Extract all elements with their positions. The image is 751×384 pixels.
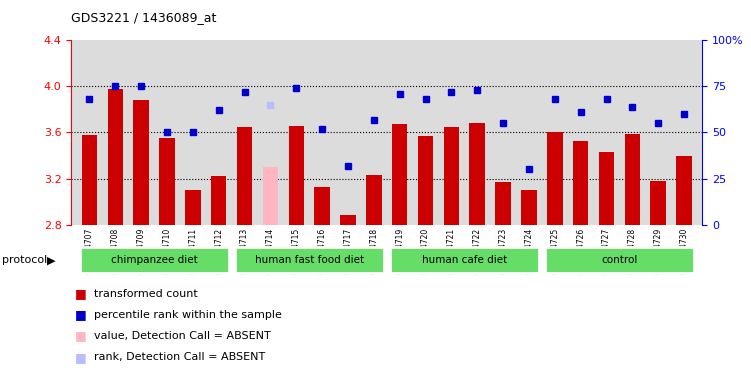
Bar: [547, 132, 562, 225]
Bar: [418, 136, 433, 225]
Text: human cafe diet: human cafe diet: [422, 255, 507, 265]
Bar: [366, 175, 382, 225]
Bar: [107, 89, 123, 225]
Text: ■: ■: [75, 329, 87, 343]
Text: percentile rank within the sample: percentile rank within the sample: [94, 310, 282, 320]
Text: ■: ■: [75, 287, 87, 300]
Bar: [134, 100, 149, 225]
Bar: [263, 167, 278, 225]
Bar: [235, 247, 384, 273]
Bar: [573, 141, 589, 225]
Text: ▶: ▶: [47, 255, 55, 265]
Text: protocol: protocol: [2, 255, 47, 265]
Bar: [390, 247, 538, 273]
Bar: [677, 156, 692, 225]
Text: chimpanzee diet: chimpanzee diet: [110, 255, 198, 265]
Text: human fast food diet: human fast food diet: [255, 255, 363, 265]
Bar: [211, 176, 227, 225]
Bar: [82, 135, 97, 225]
Text: value, Detection Call = ABSENT: value, Detection Call = ABSENT: [94, 331, 270, 341]
Text: transformed count: transformed count: [94, 289, 198, 299]
Text: GDS3221 / 1436089_at: GDS3221 / 1436089_at: [71, 12, 217, 25]
Bar: [315, 187, 330, 225]
Text: ■: ■: [75, 351, 87, 364]
Bar: [159, 138, 175, 225]
Bar: [545, 247, 694, 273]
Bar: [185, 190, 201, 225]
Bar: [288, 126, 304, 225]
Bar: [444, 127, 459, 225]
Bar: [80, 247, 228, 273]
Bar: [496, 182, 511, 225]
Text: control: control: [602, 255, 638, 265]
Bar: [650, 181, 666, 225]
Text: ■: ■: [75, 308, 87, 321]
Bar: [469, 123, 485, 225]
Bar: [521, 190, 537, 225]
Text: rank, Detection Call = ABSENT: rank, Detection Call = ABSENT: [94, 352, 265, 362]
Bar: [237, 127, 252, 225]
Bar: [340, 215, 356, 225]
Bar: [599, 152, 614, 225]
Bar: [625, 134, 640, 225]
Bar: [392, 124, 408, 225]
